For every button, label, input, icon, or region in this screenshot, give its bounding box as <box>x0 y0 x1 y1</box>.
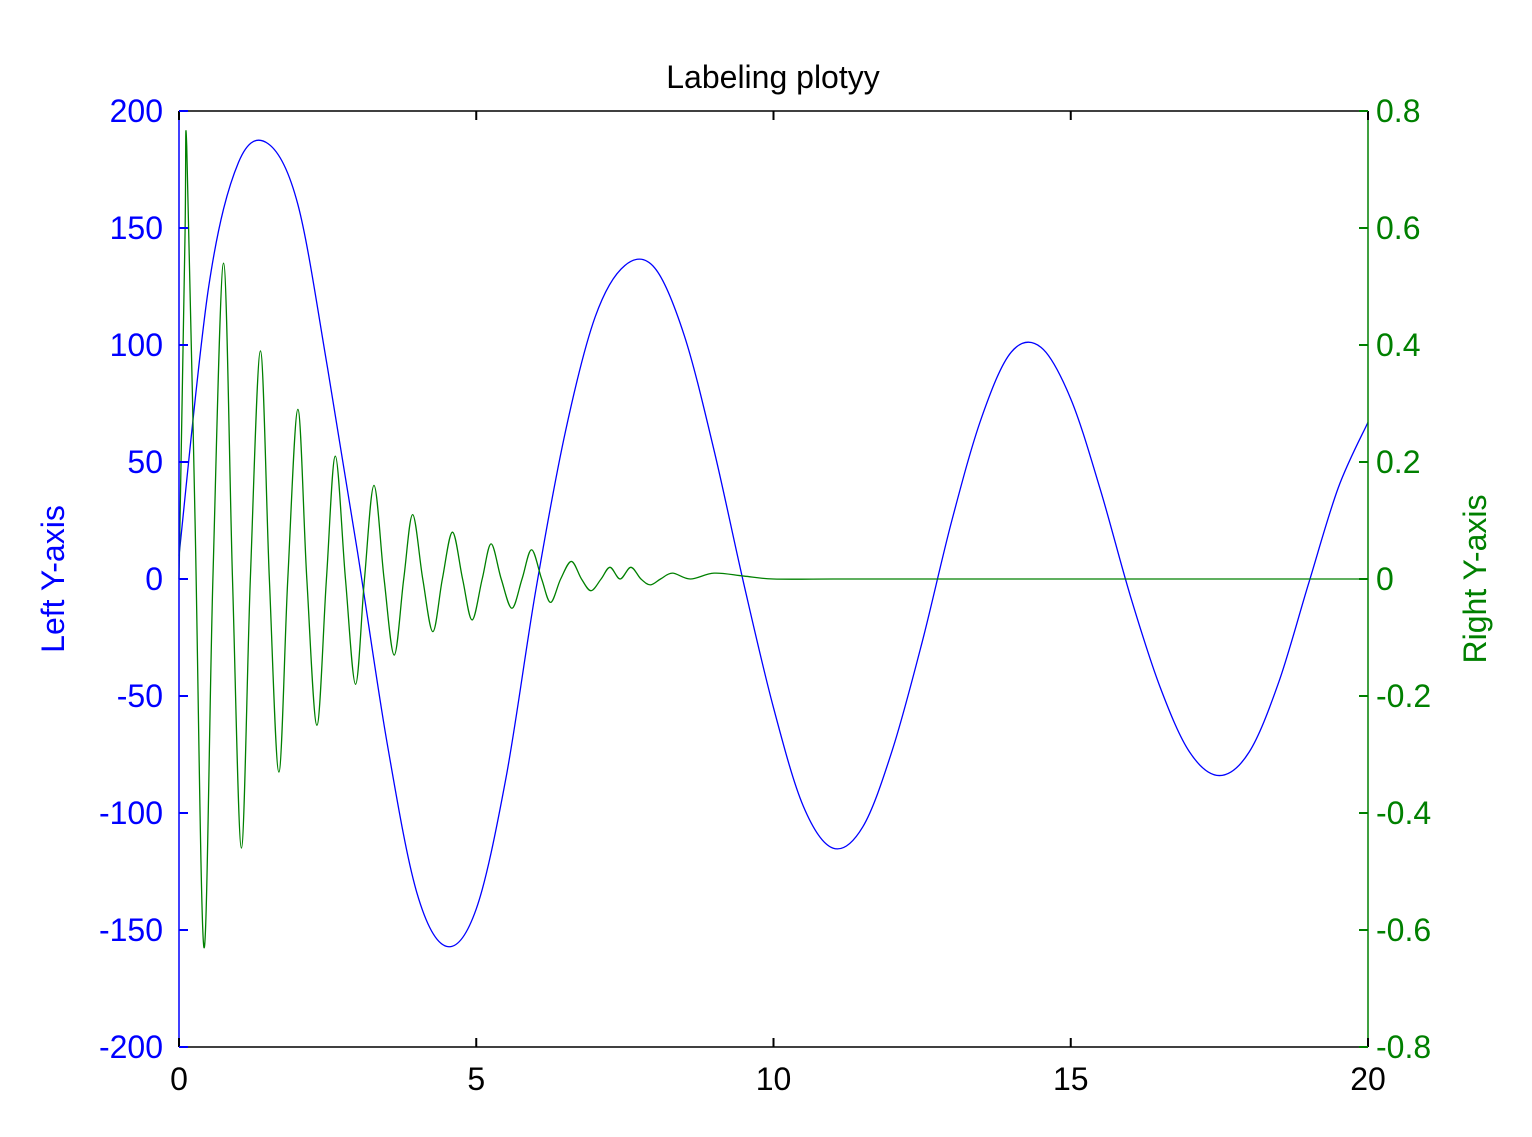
left-y-axis-label: Left Y-axis <box>35 505 71 653</box>
left-y-tick-label: -50 <box>117 678 163 714</box>
right-axis-series-line <box>178 130 1368 949</box>
right-y-axis-label: Right Y-axis <box>1457 495 1493 664</box>
right-y-tick-label: -0.8 <box>1376 1029 1431 1065</box>
right-y-tick-label: 0.2 <box>1376 444 1420 480</box>
right-y-tick-label: -0.2 <box>1376 678 1431 714</box>
x-tick-label: 15 <box>1053 1061 1089 1097</box>
right-y-tick-label: 0.4 <box>1376 327 1420 363</box>
left-y-tick-label: 150 <box>110 210 163 246</box>
x-tick-label: 20 <box>1350 1061 1386 1097</box>
left-axis-series-line <box>178 139 1369 948</box>
x-tick-label: 5 <box>467 1061 485 1097</box>
chart-title: Labeling plotyy <box>666 59 879 95</box>
right-y-tick-label: -0.6 <box>1376 912 1431 948</box>
left-y-tick-label: -200 <box>99 1029 163 1065</box>
right-y-tick-label: 0 <box>1376 561 1394 597</box>
left-y-tick-label: -150 <box>99 912 163 948</box>
left-y-tick-label: 50 <box>127 444 163 480</box>
series-layer <box>178 130 1369 949</box>
left-y-tick-label: -100 <box>99 795 163 831</box>
right-y-tick-label: 0.8 <box>1376 93 1420 129</box>
axes-layer <box>178 110 1369 1048</box>
right-y-tick-label: 0.6 <box>1376 210 1420 246</box>
left-y-tick-label: 0 <box>145 561 163 597</box>
x-tick-label: 10 <box>756 1061 792 1097</box>
right-y-tick-label: -0.4 <box>1376 795 1431 831</box>
left-y-tick-label: 200 <box>110 93 163 129</box>
tick-labels-layer: 0 5 10 15 20 200 150 100 50 0 -50 -100 -150 -200 0.8 0.… <box>99 93 1431 1097</box>
x-tick-label: 0 <box>170 1061 188 1097</box>
left-y-tick-label: 100 <box>110 327 163 363</box>
